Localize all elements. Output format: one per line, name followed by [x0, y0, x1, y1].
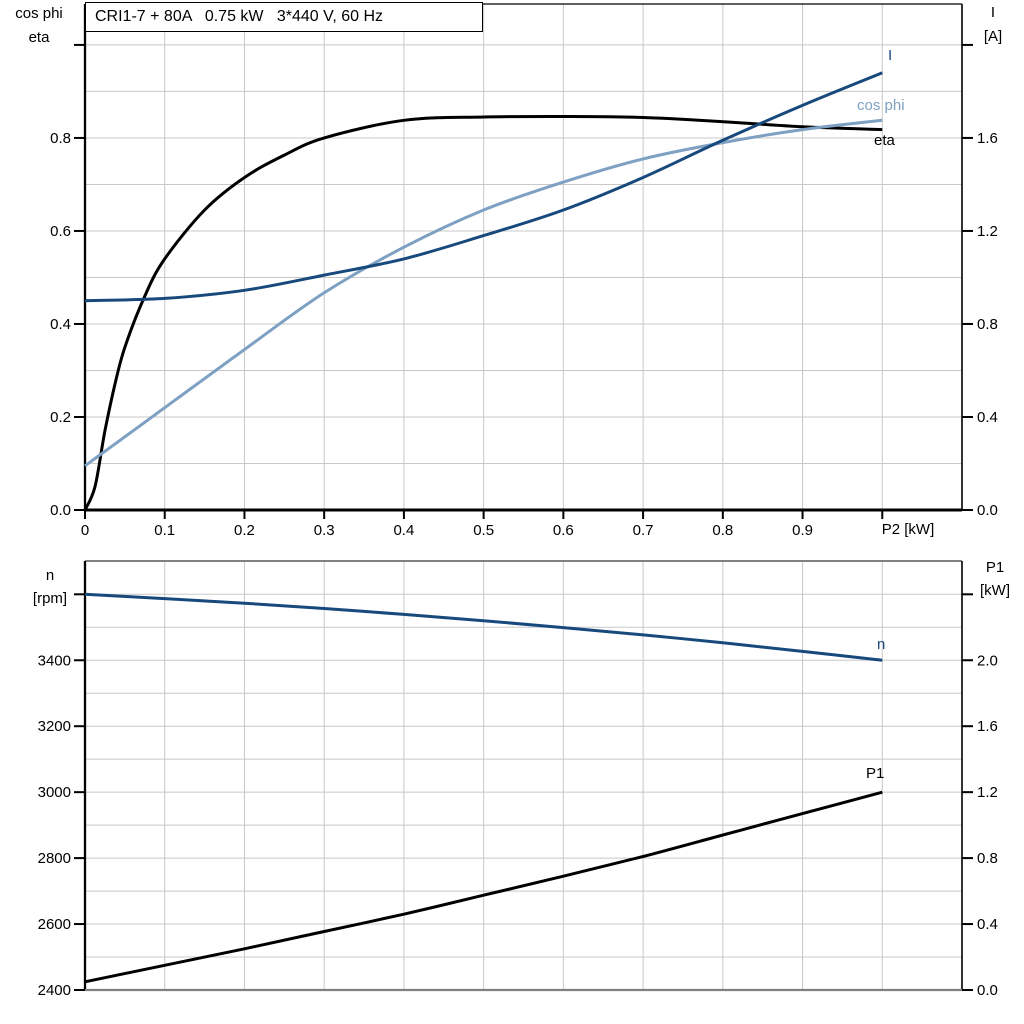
curve-label-speed: n — [877, 636, 886, 653]
tick-label: 0.4 — [393, 522, 414, 539]
x-axis-title: P2 [kW] — [881, 521, 935, 538]
top-right-axis-title-line1: I — [990, 4, 996, 21]
tick-label: 0.5 — [473, 522, 494, 539]
top-right-axis-title-line2: [A] — [983, 28, 1003, 45]
tick-label: 0.9 — [792, 522, 813, 539]
curve-label-cos-phi: cos phi — [857, 97, 905, 114]
tick-label: 0.6 — [50, 223, 71, 240]
bottom-left-axis-title-line1: n — [45, 567, 55, 584]
curve-i — [84, 71, 883, 303]
tick-label: 0.2 — [234, 522, 255, 539]
tick-label: 2400 — [38, 982, 71, 999]
tick-label: 1.6 — [977, 718, 998, 735]
bottom-right-axis-title-line1: P1 — [985, 559, 1005, 576]
top-left-axis-title-line1: cos phi — [15, 5, 63, 22]
tick-label: 3000 — [38, 784, 71, 801]
top-left-axis-title-line2: eta — [28, 29, 50, 46]
tick-label: 2.0 — [977, 652, 998, 669]
tick-label: 0.8 — [50, 130, 71, 147]
chart-title-box: CRI1-7 + 80A 0.75 kW 3*440 V, 60 Hz — [85, 2, 483, 32]
tick-label: 3400 — [38, 652, 71, 669]
tick-label: 0 — [81, 522, 89, 539]
tick-label: 0.4 — [977, 409, 998, 426]
curve-cos-phi — [84, 118, 883, 468]
curve-label-p1: P1 — [866, 765, 885, 782]
curve-n — [84, 592, 883, 662]
tick-label: 0.8 — [712, 522, 733, 539]
bottom-left-axis-title-line2: [rpm] — [32, 590, 68, 607]
tick-label: 1.2 — [977, 223, 998, 240]
tick-label: 0.0 — [977, 502, 998, 519]
curve-label-eta: eta — [874, 132, 895, 149]
tick-label: 0.4 — [50, 316, 71, 333]
tick-label: 0.0 — [977, 982, 998, 999]
tick-label: 0.4 — [977, 916, 998, 933]
tick-label: 0.8 — [977, 316, 998, 333]
tick-label: 3200 — [38, 718, 71, 735]
curve-eta — [83, 114, 883, 511]
tick-label: 1.6 — [977, 130, 998, 147]
tick-label: 0.1 — [154, 522, 175, 539]
curve-p1 — [84, 790, 883, 984]
tick-label: 1.2 — [977, 784, 998, 801]
curve-label-current: I — [888, 47, 893, 64]
tick-label: 0.2 — [50, 409, 71, 426]
tick-label: 0.7 — [633, 522, 654, 539]
tick-label: 0.0 — [50, 502, 71, 519]
tick-label: 0.3 — [314, 522, 335, 539]
bottom-right-axis-title-line2: [kW] — [980, 582, 1010, 599]
tick-label: 2600 — [38, 916, 71, 933]
tick-label: 2800 — [38, 850, 71, 867]
tick-label: 0.6 — [553, 522, 574, 539]
tick-label: 0.8 — [977, 850, 998, 867]
